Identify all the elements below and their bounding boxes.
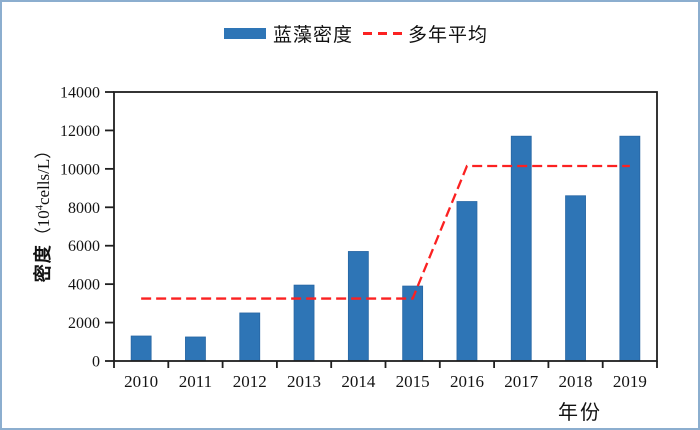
x-tick-label: 2011 — [179, 372, 212, 391]
y-tick-label: 12000 — [60, 123, 100, 140]
x-tick-label: 2018 — [559, 372, 593, 391]
bar-2014 — [347, 251, 369, 362]
bar-2016 — [456, 201, 478, 362]
bar-2013 — [293, 284, 315, 362]
x-tick-label: 2014 — [341, 372, 376, 391]
y-tick-label: 0 — [92, 354, 100, 371]
y-tick-label: 4000 — [68, 277, 100, 294]
bar-2018 — [565, 195, 586, 362]
y-tick-label: 14000 — [60, 85, 100, 102]
legend-dashed-line-swatch — [363, 31, 408, 35]
legend-line-label: 多年平均 — [408, 24, 489, 46]
y-axis-title: 密度（104cells/L） — [29, 142, 55, 283]
x-tick-label: 2017 — [504, 372, 539, 391]
bar-2012 — [239, 312, 261, 362]
average-line — [141, 164, 630, 300]
x-tick-label: 2015 — [396, 372, 430, 391]
x-tick-label: 2013 — [287, 372, 321, 391]
x-tick-label: 2012 — [233, 372, 267, 391]
y-tick-label: 8000 — [68, 200, 100, 217]
legend-bar-label: 蓝藻密度 — [273, 24, 354, 46]
x-tick-label: 2016 — [450, 372, 484, 391]
bar-2017 — [510, 135, 532, 362]
x-tick-label: 2019 — [613, 372, 647, 391]
legend-bar-swatch — [224, 27, 266, 39]
x-tick-label: 2010 — [124, 372, 158, 391]
y-axis-title-main: 密度 — [33, 244, 53, 283]
y-tick-label: 10000 — [60, 161, 100, 178]
y-tick-label: 2000 — [68, 315, 100, 332]
y-axis-title-units: （104cells/L） — [34, 141, 53, 245]
bar-2011 — [185, 336, 206, 362]
bar-2010 — [130, 335, 152, 362]
x-axis-title: 年份 — [558, 402, 602, 424]
legend: 蓝藻密度 多年平均 — [224, 20, 488, 46]
bar-2019 — [619, 135, 641, 362]
y-tick-label: 6000 — [68, 238, 100, 255]
